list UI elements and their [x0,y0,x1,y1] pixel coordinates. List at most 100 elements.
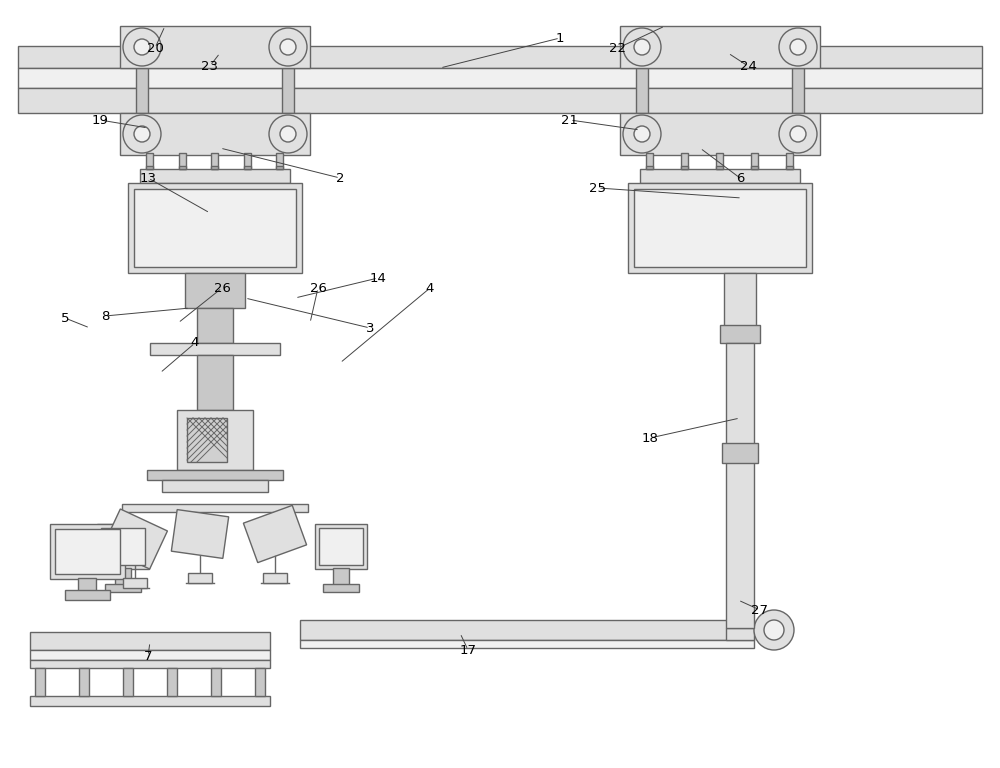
Bar [319,528,363,565]
Bar [724,273,756,328]
Bar [50,524,125,579]
Text: 24: 24 [740,59,756,72]
Circle shape [134,39,150,55]
Circle shape [779,115,817,153]
Bar [333,568,349,586]
Text: 19: 19 [92,114,108,127]
Bar [634,189,806,267]
Text: 17: 17 [460,644,477,657]
Bar [620,26,820,68]
Bar [300,640,754,648]
Bar [162,480,268,492]
Text: 6: 6 [736,171,744,184]
Bar [30,660,270,668]
Circle shape [623,28,661,66]
Bar [30,696,270,706]
Bar [716,166,723,169]
Text: 14: 14 [370,272,386,284]
Bar [792,68,804,113]
Bar [620,113,820,155]
Bar [211,166,218,169]
Bar [18,88,982,113]
Bar [178,153,186,169]
Text: 26: 26 [310,282,326,294]
Bar [646,153,653,169]
Text: 25: 25 [590,181,606,194]
Bar [300,620,754,640]
Bar [105,584,141,592]
Bar [187,418,227,462]
Text: 5: 5 [61,312,69,325]
Bar [681,166,688,169]
Text: 2: 2 [336,171,344,184]
Bar [640,169,800,183]
Bar [18,68,982,88]
Circle shape [634,39,650,55]
Bar [134,189,296,267]
Bar [101,528,145,565]
Circle shape [634,126,650,142]
Circle shape [123,28,161,66]
Bar [123,668,133,696]
Bar [726,628,754,640]
Circle shape [764,620,784,640]
Bar [136,68,148,113]
Bar [323,584,359,592]
Text: 21: 21 [562,114,578,127]
Circle shape [280,39,296,55]
Bar [636,68,648,113]
Bar [197,355,233,410]
Bar [140,169,290,183]
Bar [35,668,45,696]
Text: 20: 20 [147,41,163,55]
Bar [315,524,367,569]
Bar [79,668,89,696]
Bar [120,26,310,68]
Bar [146,153,153,169]
Bar [276,153,283,169]
Bar [751,153,758,169]
Bar [65,590,110,600]
Bar [722,443,758,463]
Bar [30,650,270,660]
Bar [726,343,754,628]
Circle shape [754,610,794,650]
Bar [751,166,758,169]
Circle shape [280,126,296,142]
Bar [282,68,294,113]
Bar [786,153,793,169]
Bar [55,529,120,574]
Bar [628,183,812,273]
Text: 1: 1 [556,31,564,45]
Bar [255,668,265,696]
Text: 27: 27 [752,604,768,617]
Bar [115,568,131,586]
Text: 23: 23 [202,59,218,72]
Text: 4: 4 [426,282,434,294]
Bar [147,470,283,480]
Bar [276,166,283,169]
Bar [178,166,186,169]
Bar [211,668,221,696]
Bar [97,524,149,569]
Bar [122,504,308,512]
Circle shape [790,126,806,142]
Bar [786,166,793,169]
Circle shape [269,115,307,153]
Text: 3: 3 [366,322,374,335]
Bar [197,308,233,343]
Bar [30,632,270,650]
Polygon shape [103,509,167,569]
Text: 7: 7 [144,650,152,663]
Bar [681,153,688,169]
Bar [128,183,302,273]
Text: 13: 13 [140,171,156,184]
Bar [244,166,250,169]
Circle shape [623,115,661,153]
Text: 4: 4 [191,336,199,349]
Bar [150,343,280,355]
Bar [18,46,982,68]
Bar [78,578,96,592]
Circle shape [779,28,817,66]
Bar [146,166,153,169]
